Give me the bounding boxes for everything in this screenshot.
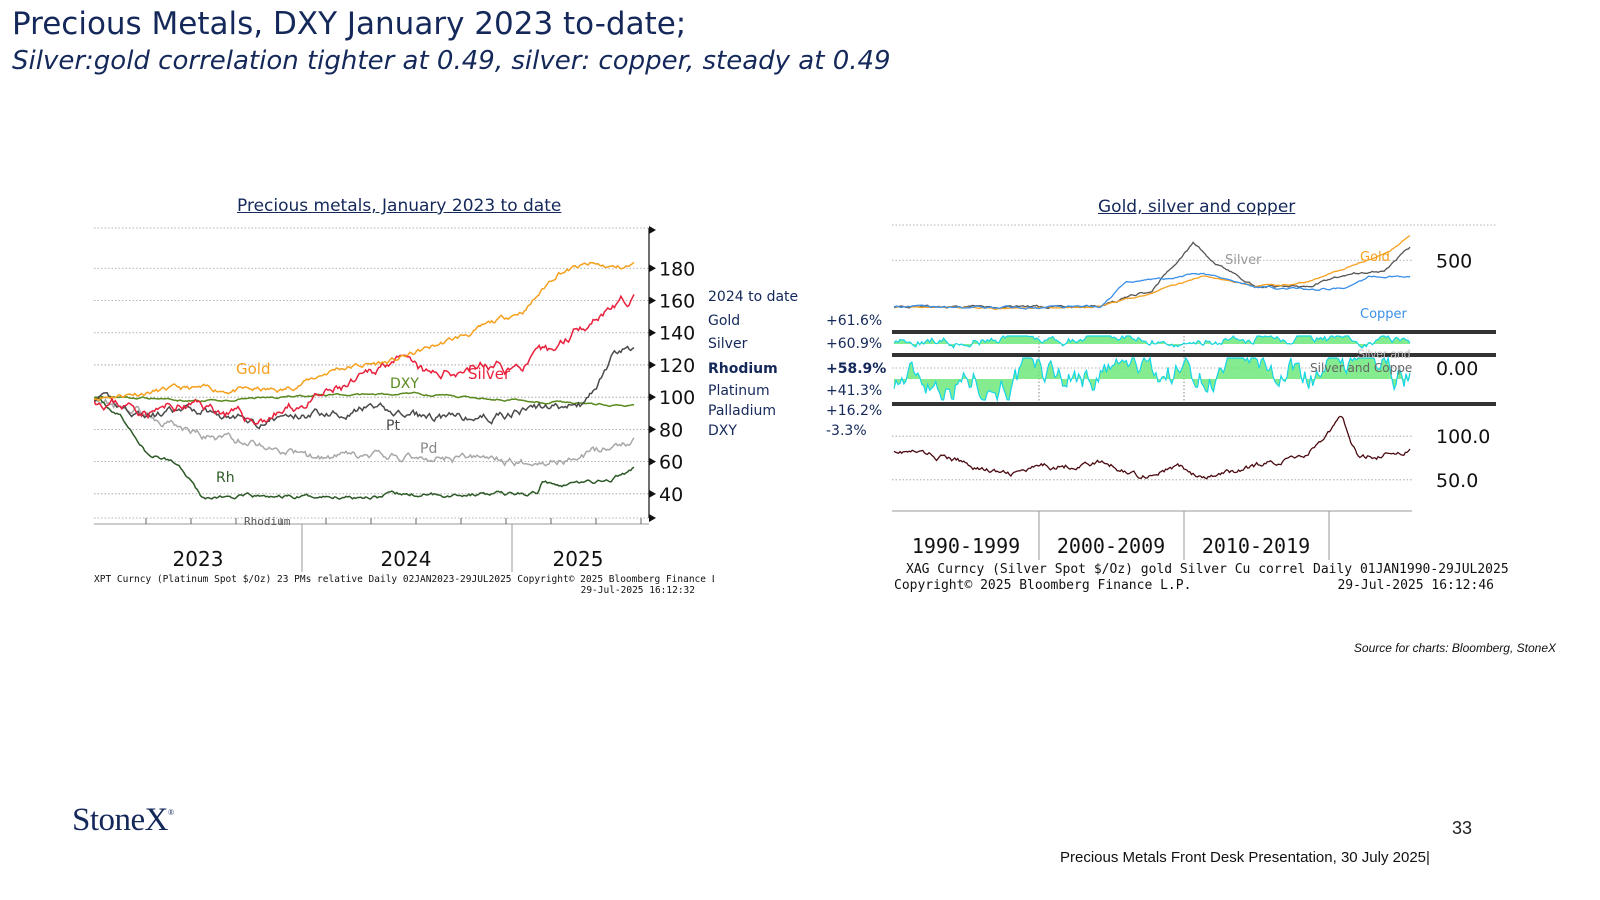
series-label-silver: Silver xyxy=(1225,253,1262,268)
performance-value: -3.3% xyxy=(826,423,867,439)
y-tick-arrow xyxy=(649,457,656,466)
presentation-footer: Precious Metals Front Desk Presentation,… xyxy=(1060,849,1430,866)
series-line-dxy xyxy=(94,391,635,408)
series-line-silver xyxy=(94,294,635,425)
y-tick-label: 100.0 xyxy=(1436,426,1490,448)
performance-heading: 2024 to date xyxy=(708,289,799,305)
stonex-logo: StoneX® xyxy=(72,802,174,839)
left-chart-timestamp: 29-Jul-2025 16:12:32 xyxy=(581,585,695,596)
series-line-correlation xyxy=(893,334,1411,349)
source-note: Source for charts: Bloomberg, StoneX xyxy=(1353,641,1556,655)
right-chart-copyright: Copyright© 2025 Bloomberg Finance L.P. xyxy=(894,578,1191,593)
series-line-platinum xyxy=(94,345,635,430)
y-tick-arrow xyxy=(649,296,656,305)
precious-metals-chart: Gold Silver Rh Pt Pd DXY 40 60 80 100 120 140 160 18… xyxy=(94,226,714,596)
series-label-platinum: Pt xyxy=(386,418,400,434)
performance-name: Gold xyxy=(708,313,741,329)
x-tick-label: 2025 xyxy=(553,547,604,571)
y-tick-label: 50.0 xyxy=(1436,470,1478,492)
y-tick-label: 120 xyxy=(659,355,695,377)
series-line-silver xyxy=(893,241,1411,310)
performance-value: +16.2% xyxy=(826,403,883,419)
series-label-silver-copper: Silver and Coppe xyxy=(1310,361,1412,375)
y-tick-label: 140 xyxy=(659,323,695,345)
y-tick-label: 60 xyxy=(659,452,683,474)
series-line-gold-silver-ratio xyxy=(893,415,1411,480)
y-tick-arrow xyxy=(649,264,656,273)
performance-value: +58.9% xyxy=(826,361,887,377)
left-chart-footer: XPT Curncy (Platinum Spot $/Oz) 23 PMs r… xyxy=(94,574,714,585)
rhodium-clipped-label: Rhodium xyxy=(244,515,291,528)
x-tick-label: 2000-2009 xyxy=(1057,534,1165,558)
performance-name: Platinum xyxy=(708,383,770,399)
series-label-dxy: DXY xyxy=(390,376,419,392)
performance-name: Palladium xyxy=(708,403,777,419)
series-line-gold xyxy=(893,234,1411,311)
x-tick-label: 1990-1999 xyxy=(912,534,1020,558)
series-line-copper xyxy=(893,272,1411,310)
performance-name: DXY xyxy=(708,423,737,439)
y-tick-arrow xyxy=(649,425,656,434)
x-tick-label: 2024 xyxy=(381,547,432,571)
page-subtitle: Silver:gold correlation tighter at 0.49,… xyxy=(12,46,891,76)
series-label-copper: Copper xyxy=(1360,307,1408,322)
y-tick-arrow xyxy=(649,393,656,402)
correlation-fill xyxy=(894,358,1410,400)
logo-trademark: ® xyxy=(168,808,174,817)
series-label-gold: Gold xyxy=(1360,250,1390,265)
x-tick-label: 2010-2019 xyxy=(1202,534,1310,558)
y-tick-arrow xyxy=(649,360,656,369)
series-label-silver: Silver xyxy=(468,365,511,383)
performance-name: Rhodium xyxy=(708,361,778,377)
silver-and-overlap-label: Silver and xyxy=(1357,347,1410,361)
y-tick-arrow xyxy=(649,328,656,337)
y-tick-arrow xyxy=(649,489,656,498)
page-title: Precious Metals, DXY January 2023 to-dat… xyxy=(12,6,687,42)
y-tick-label: 500 xyxy=(1436,250,1472,272)
left-chart-title: Precious metals, January 2023 to date xyxy=(237,196,562,216)
y-tick-label: 80 xyxy=(659,419,683,441)
y-tick-label: 0.00 xyxy=(1436,358,1478,380)
logo-text: StoneX xyxy=(72,802,169,838)
right-chart-footer: XAG Curncy (Silver Spot $/Oz) gold Silve… xyxy=(906,562,1509,577)
y-tick-label: 100 xyxy=(659,387,695,409)
series-line-rhodium xyxy=(94,397,635,500)
x-tick-label: 2023 xyxy=(173,547,224,571)
y-tick-label: 40 xyxy=(659,484,683,506)
performance-value: +41.3% xyxy=(826,383,883,399)
right-chart-title: Gold, silver and copper xyxy=(1098,197,1296,217)
series-line-gold xyxy=(94,261,635,402)
series-label-gold: Gold xyxy=(236,360,271,378)
series-line-correlation xyxy=(893,355,1411,403)
y-tick-label: 160 xyxy=(659,291,695,313)
right-chart-timestamp: 29-Jul-2025 16:12:46 xyxy=(1337,578,1494,593)
gold-silver-copper-chart: Silver Gold Copper Silver and Coppe Silver … xyxy=(892,224,1509,593)
y-tick-label: 180 xyxy=(659,258,695,280)
performance-value: +61.6% xyxy=(826,313,883,329)
page-number: 33 xyxy=(1452,818,1473,838)
series-label-rhodium: Rh xyxy=(216,470,235,486)
series-line-palladium xyxy=(94,395,635,467)
performance-name: Silver xyxy=(708,336,748,352)
series-label-palladium: Pd xyxy=(420,441,437,457)
performance-value: +60.9% xyxy=(826,336,883,352)
